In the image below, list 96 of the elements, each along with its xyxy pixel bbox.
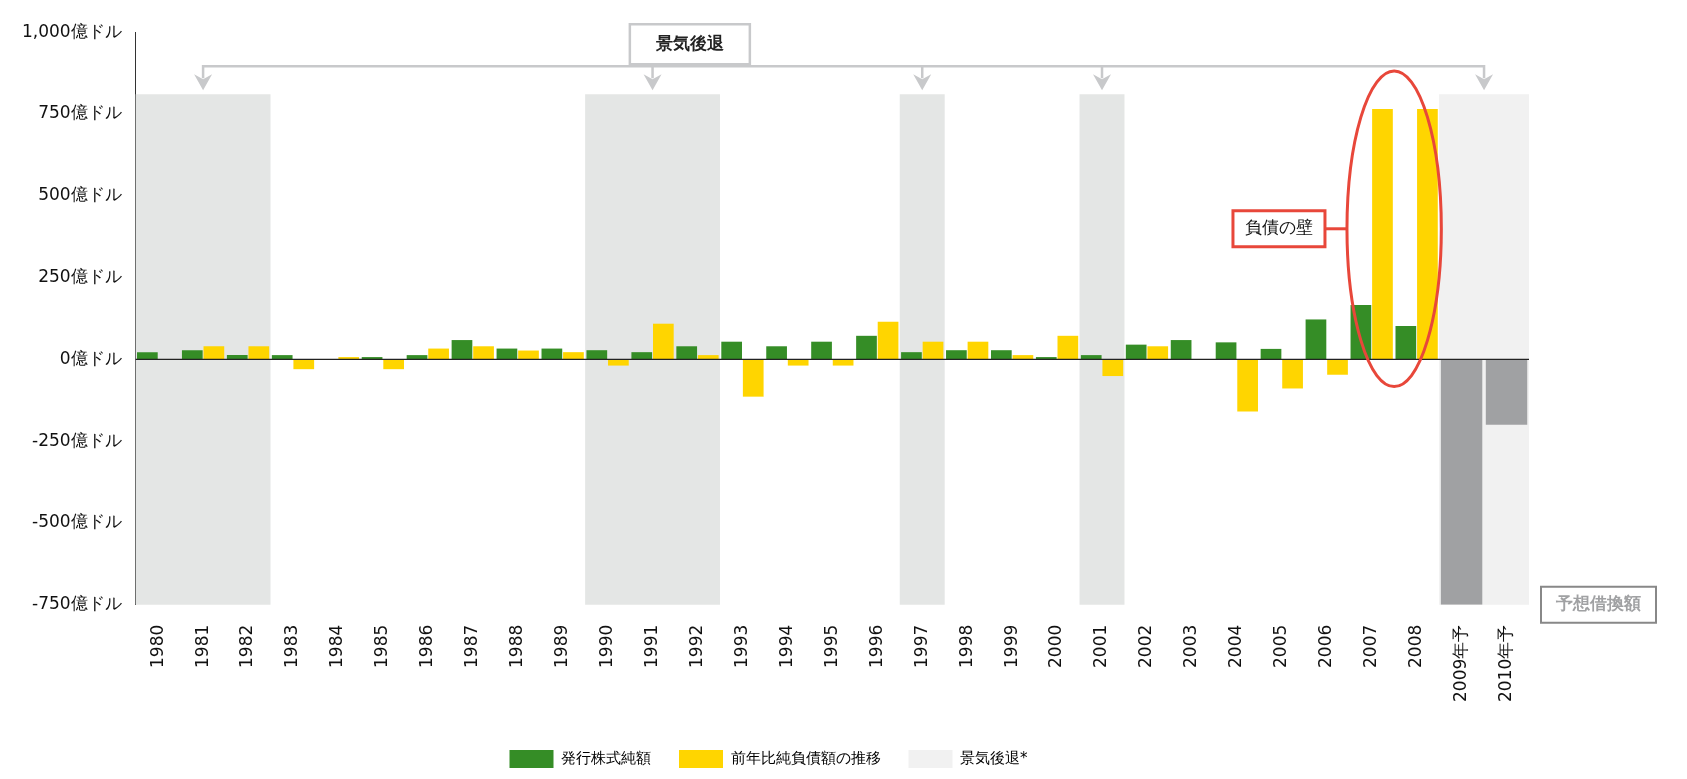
bar (293, 359, 315, 370)
bar (766, 346, 787, 360)
y-tick-label: 750億ドル (38, 102, 122, 123)
bar (1305, 319, 1327, 360)
bar (1215, 342, 1237, 360)
bar (428, 348, 449, 360)
x-tick-label: 1982 (236, 624, 257, 668)
text: 予想借換額 (1555, 593, 1641, 614)
bar (608, 359, 629, 366)
bar (832, 359, 854, 366)
bar (406, 355, 428, 360)
bar (518, 350, 539, 360)
annotation: 景気後退 (654, 32, 724, 53)
y-tick-label: -750億ドル (32, 593, 122, 614)
bar (877, 321, 899, 360)
bar (1102, 359, 1124, 377)
bar (922, 341, 944, 360)
bar (1372, 109, 1393, 360)
bar (1012, 355, 1034, 360)
bar (563, 352, 584, 360)
x-tick-label: 1990 (596, 624, 617, 668)
bar (1057, 335, 1079, 360)
bar (1395, 325, 1417, 360)
legend-label: 景気後退* (960, 748, 1028, 767)
bar (1170, 340, 1192, 360)
x-tick-label: 1981 (191, 624, 212, 668)
y-tick-label: -250億ドル (32, 429, 122, 450)
x-tick-label: 2005 (1270, 624, 1291, 668)
bar (901, 352, 922, 360)
bar (1147, 346, 1169, 360)
x-tick-label: 1980 (146, 624, 167, 668)
x-tick-label: 1994 (775, 624, 796, 668)
x-tick-label: 1998 (955, 624, 976, 668)
legend-label: 前年比純負債額の推移 (730, 748, 881, 767)
y-tick-label: 1,000億ドル (22, 20, 122, 41)
x-tick-label: 2003 (1180, 624, 1201, 668)
x-tick-label: 2007 (1360, 624, 1381, 668)
bar (383, 359, 405, 370)
bar (990, 350, 1012, 360)
bar (697, 355, 719, 360)
x-tick-label: 2008 (1405, 624, 1426, 668)
x-tick-label: 1987 (461, 624, 482, 668)
bar (473, 346, 494, 360)
bar (1260, 348, 1282, 360)
x-tick-label: 2010年予 (1494, 624, 1515, 702)
x-tick-label: 1989 (551, 624, 572, 668)
bar (248, 346, 270, 360)
x-tick-label: 1985 (371, 624, 392, 668)
bar (742, 359, 764, 397)
x-tick-label: 2004 (1225, 624, 1246, 668)
bar (946, 350, 967, 360)
bar (181, 350, 203, 360)
bar (856, 335, 877, 360)
bar (586, 350, 608, 360)
x-tick-label: 2009年予 (1450, 624, 1470, 702)
y-tick-label: 0億ドル (59, 347, 122, 368)
annotation: 負債の壁 (1244, 217, 1313, 238)
bar (1125, 344, 1147, 360)
x-tick-label: 1997 (910, 624, 931, 668)
legend-label: 発行株式純額 (561, 748, 651, 767)
bar (1327, 359, 1348, 375)
x-tick-label: 1996 (865, 624, 886, 668)
y-tick-label: 500億ドル (38, 184, 122, 205)
bar (631, 352, 653, 360)
bar (721, 341, 743, 360)
x-tick-label: 2002 (1135, 624, 1156, 668)
bar (967, 341, 989, 360)
x-tick-label: 1992 (685, 624, 706, 668)
y-tick-label: -500億ドル (32, 511, 122, 532)
bar (811, 341, 832, 360)
bar (451, 340, 473, 360)
x-tick-label: 1983 (281, 624, 302, 668)
bar (137, 352, 158, 360)
bar (1417, 109, 1438, 360)
x-tick-label: 2006 (1315, 624, 1336, 668)
bar (271, 355, 293, 360)
bar (676, 346, 698, 360)
bar (787, 359, 809, 366)
bar (1080, 355, 1102, 360)
x-tick-label: 1999 (1000, 624, 1021, 668)
x-tick-label: 1988 (506, 624, 527, 668)
bar (1485, 359, 1528, 425)
x-tick-label: 2001 (1090, 624, 1111, 668)
x-tick-label: 1984 (326, 624, 347, 668)
bar (1282, 359, 1303, 389)
bar (203, 346, 225, 360)
x-tick-label: 1991 (640, 624, 661, 668)
x-tick-label: 1993 (730, 624, 751, 668)
x-tick-label: 1986 (416, 624, 437, 668)
bar (1237, 359, 1258, 412)
y-tick-label: 250億ドル (38, 265, 122, 286)
bar (226, 355, 248, 360)
bar (1440, 359, 1483, 605)
bar (652, 323, 674, 360)
x-tick-label: 1995 (820, 624, 841, 668)
x-tick-label: 2000 (1045, 624, 1066, 668)
